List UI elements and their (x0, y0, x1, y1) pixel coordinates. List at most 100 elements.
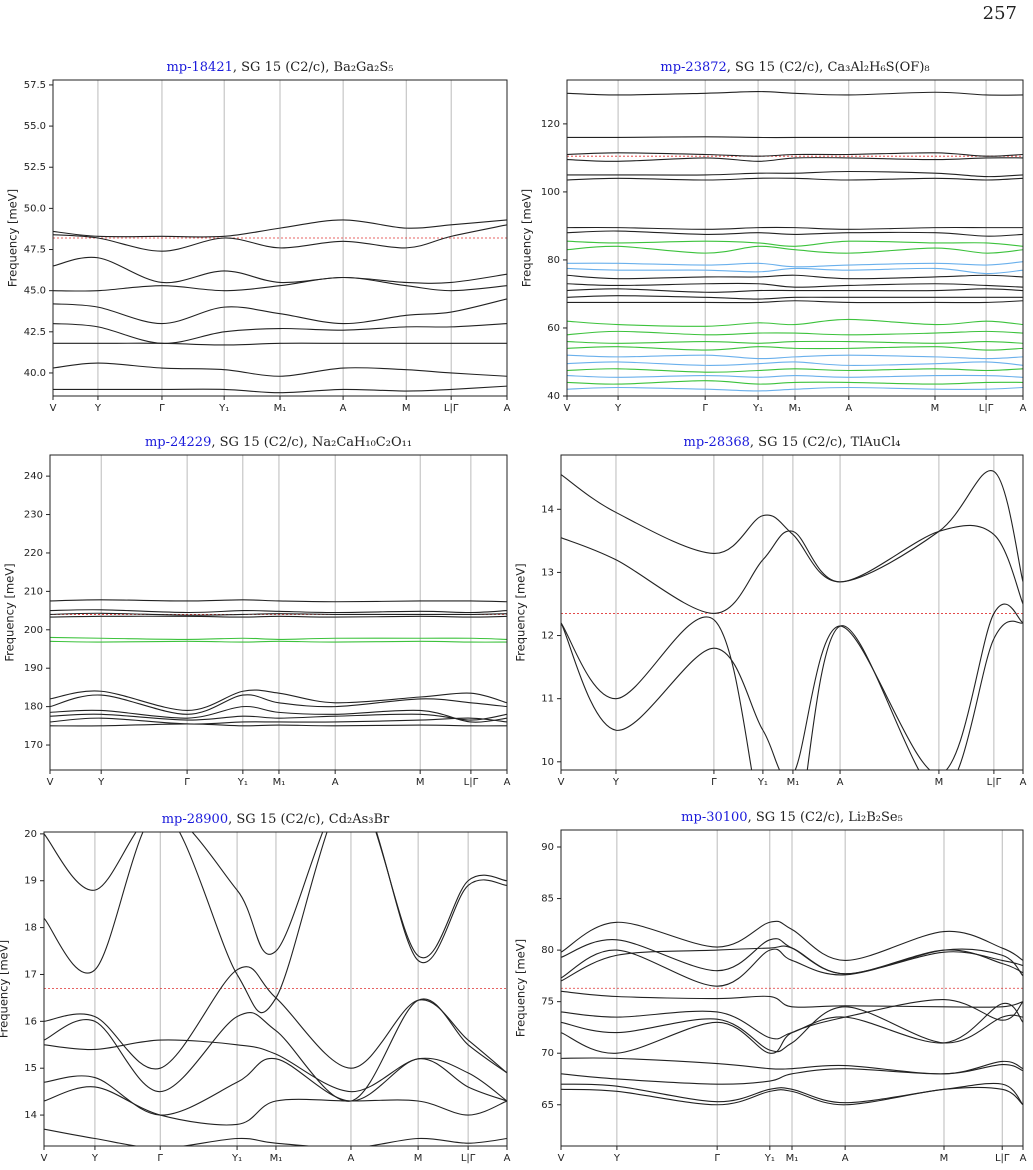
y-tick-label: 45.0 (24, 286, 46, 297)
band-line (561, 1086, 1023, 1106)
x-tick-label: Y₁ (752, 403, 763, 414)
axes-frame (560, 829, 1024, 1147)
band-line (561, 469, 1023, 583)
band-line (44, 832, 507, 959)
band-line (53, 219, 507, 238)
band-line (50, 615, 507, 618)
band-line (53, 342, 507, 346)
band-line (567, 340, 1023, 344)
axes-frame (52, 79, 508, 397)
band-line (50, 705, 507, 723)
y-tick-label: 70 (541, 1048, 554, 1059)
band-line (567, 226, 1023, 230)
band-line (44, 1039, 507, 1102)
band-plot: mp-30100, SG 15 (C2/c), Li₂B₂Se₅ Frequenc… (514, 810, 1027, 1165)
mp-id: mp-28368 (684, 435, 750, 450)
y-tick-label: 90 (541, 842, 554, 853)
y-tick-label: 52.5 (24, 162, 46, 173)
axes-frame (43, 831, 508, 1147)
y-tick-label: 19 (24, 876, 37, 887)
x-tick-label: V (558, 1153, 565, 1164)
band-line (53, 385, 507, 394)
band-line (50, 689, 507, 712)
chart-title: mp-28900, SG 15 (C2/c), Cd₂As₃Br (162, 812, 390, 827)
plot-area (561, 469, 1023, 770)
x-tick-label: A (332, 777, 339, 788)
band-line (567, 240, 1023, 247)
band-line (53, 256, 507, 284)
y-tick-label: 16 (24, 1016, 37, 1027)
band-line (567, 152, 1023, 157)
x-tick-label: Γ (184, 777, 190, 788)
band-line (44, 966, 507, 1074)
band-plot: mp-24229, SG 15 (C2/c), Na₂CaH₁₀C₂O₁₁ Fre… (3, 435, 511, 789)
y-tick-label: 17 (24, 969, 37, 980)
plot-area (561, 920, 1023, 1106)
x-tick-label: M (935, 777, 944, 788)
y-tick-label: 42.5 (24, 327, 46, 338)
x-tick-label: L|Γ (979, 403, 994, 414)
x-tick-label: L|Γ (444, 403, 459, 414)
band-line (567, 136, 1023, 139)
x-tick-label: A (845, 403, 852, 414)
band-line (561, 990, 1023, 1008)
y-tick-label: 14 (541, 504, 554, 515)
band-line (50, 636, 507, 640)
x-tick-label: Y₁ (231, 1153, 242, 1164)
band-line (567, 374, 1023, 378)
y-tick-label: 12 (541, 631, 554, 642)
y-tick-label: 11 (541, 694, 554, 705)
x-tick-label: Y (613, 1153, 621, 1164)
x-tick-label: Y₁ (757, 777, 768, 788)
mp-id: mp-18421 (166, 60, 232, 75)
x-tick-label: M (414, 1153, 423, 1164)
x-tick-label: A (842, 1153, 849, 1164)
y-tick-label: 18 (24, 923, 37, 934)
y-axis-label: Frequency [meV] (3, 563, 17, 661)
x-tick-label: L|Γ (461, 1153, 476, 1164)
band-line (567, 300, 1023, 304)
title-text: , SG 15 (C2/c), Li₂B₂Se₅ (748, 810, 903, 825)
band-line (567, 282, 1023, 288)
band-line (567, 361, 1023, 366)
x-tick-label: Γ (711, 777, 717, 788)
x-tick-label: Y₁ (237, 777, 248, 788)
band-line (44, 1086, 507, 1126)
mp-id: mp-23872 (660, 60, 726, 75)
y-tick-label: 15 (24, 1063, 37, 1074)
band-line (567, 157, 1023, 162)
y-tick-label: 50.0 (24, 203, 46, 214)
x-tick-label: A (504, 403, 511, 414)
title-text: , SG 15 (C2/c), Ba₂Ga₂S₅ (233, 60, 394, 75)
axes-frame (49, 454, 508, 771)
x-tick-label: L|Γ (987, 777, 1002, 788)
band-line (53, 224, 507, 252)
x-tick-label: M (940, 1153, 949, 1164)
title-text: , SG 15 (C2/c), Ca₃Al₂H₆S(OF)₈ (727, 60, 930, 75)
x-tick-label: M₁ (787, 777, 800, 788)
band-line (567, 386, 1023, 392)
chart-title: mp-30100, SG 15 (C2/c), Li₂B₂Se₅ (681, 810, 903, 825)
x-tick-label: V (564, 403, 571, 414)
y-tick-label: 60 (547, 323, 560, 334)
x-tick-label: M (402, 403, 411, 414)
band-line (50, 612, 507, 616)
band-plot: mp-28900, SG 15 (C2/c), Cd₂As₃Br Frequenc… (0, 812, 511, 1165)
band-line (567, 267, 1023, 275)
mp-id: mp-24229 (145, 435, 211, 450)
x-tick-label: V (47, 777, 54, 788)
band-line (567, 318, 1023, 327)
band-line (53, 298, 507, 325)
y-axis-label: Frequency [meV] (0, 940, 11, 1038)
y-tick-label: 57.5 (24, 80, 46, 91)
band-plot: mp-18421, SG 15 (C2/c), Ba₂Ga₂S₅ Frequenc… (6, 60, 511, 415)
y-tick-label: 40 (547, 391, 560, 402)
x-tick-label: A (1020, 777, 1027, 788)
title-text: , SG 15 (C2/c), Na₂CaH₁₀C₂O₁₁ (211, 435, 412, 450)
band-line (53, 276, 507, 292)
x-tick-label: Y (91, 1153, 99, 1164)
band-line (567, 354, 1023, 360)
x-tick-label: Γ (702, 403, 708, 414)
y-tick-label: 55.0 (24, 121, 46, 132)
y-axis-label: Frequency [meV] (514, 563, 528, 661)
